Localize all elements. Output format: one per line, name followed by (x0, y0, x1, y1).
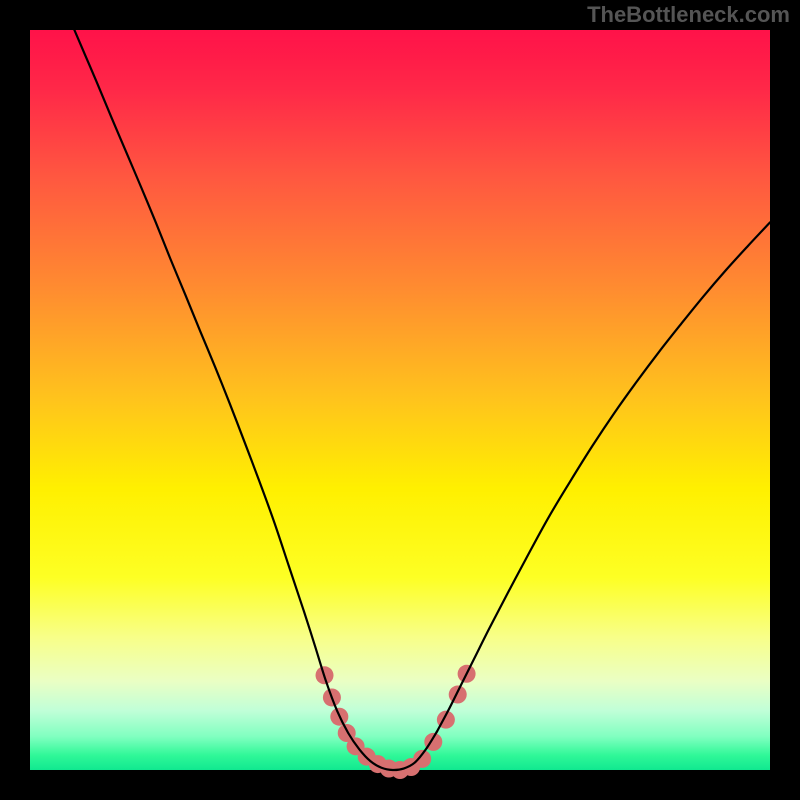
bottleneck-curve-chart (0, 0, 800, 800)
plot-background (30, 30, 770, 770)
watermark-text: TheBottleneck.com (587, 2, 790, 28)
marker-dot (449, 686, 467, 704)
